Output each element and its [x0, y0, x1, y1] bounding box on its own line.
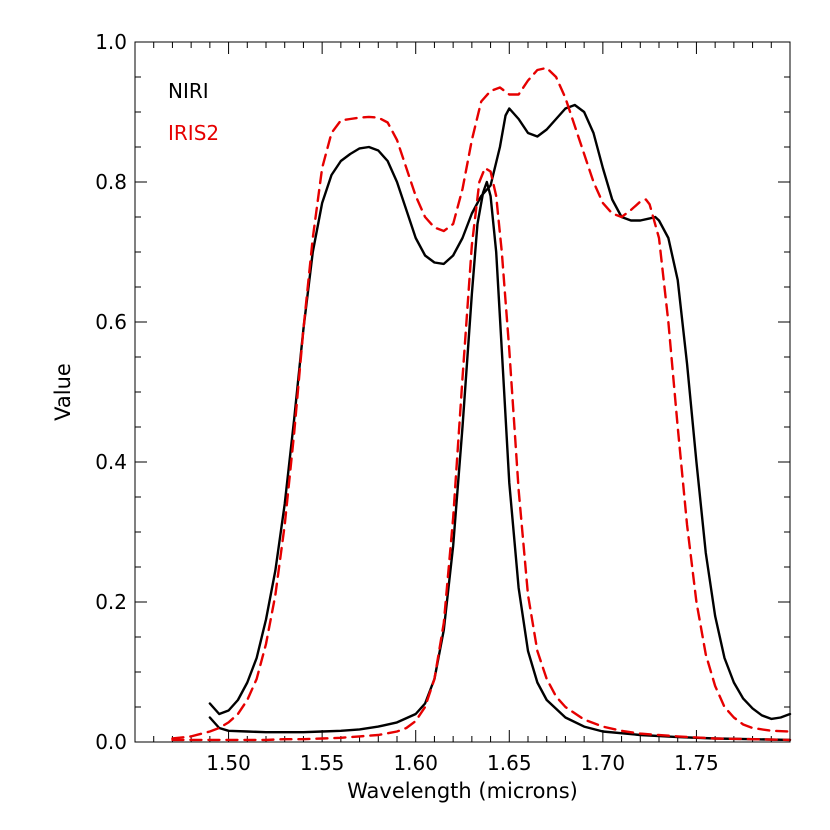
tick-labels: 1.50 1.55 1.60 1.65 1.70 1.75 0.0 0.2 0.4 0.6 0.8 1… [95, 30, 719, 775]
series-line-iris2-narrow [171, 166, 792, 742]
series-line-niri-narrow [208, 180, 792, 742]
y-tick-label: 0.0 [95, 730, 127, 754]
y-tick-label: 0.6 [95, 310, 127, 334]
series-layer [171, 66, 792, 742]
x-tick-label: 1.50 [206, 751, 251, 775]
y-tick-label: 0.8 [95, 170, 127, 194]
x-axis-title: Wavelength (microns) [347, 779, 578, 803]
x-tick-label: 1.60 [393, 751, 438, 775]
x-tick-label: 1.75 [674, 751, 719, 775]
y-tick-label: 0.4 [95, 450, 127, 474]
legend: NIRI IRIS2 [168, 79, 219, 145]
x-tick-label: 1.55 [300, 751, 345, 775]
y-tick-label: 1.0 [95, 30, 127, 54]
series-line-iris2-broad [171, 66, 792, 740]
y-axis-title: Value [51, 363, 75, 421]
series-line-niri-broad [208, 103, 792, 721]
legend-label-niri: NIRI [168, 79, 209, 103]
legend-label-iris2: IRIS2 [168, 121, 219, 145]
x-tick-label: 1.70 [581, 751, 626, 775]
x-tick-label: 1.65 [487, 751, 532, 775]
y-tick-label: 0.2 [95, 590, 127, 614]
plot-frame [134, 41, 791, 743]
